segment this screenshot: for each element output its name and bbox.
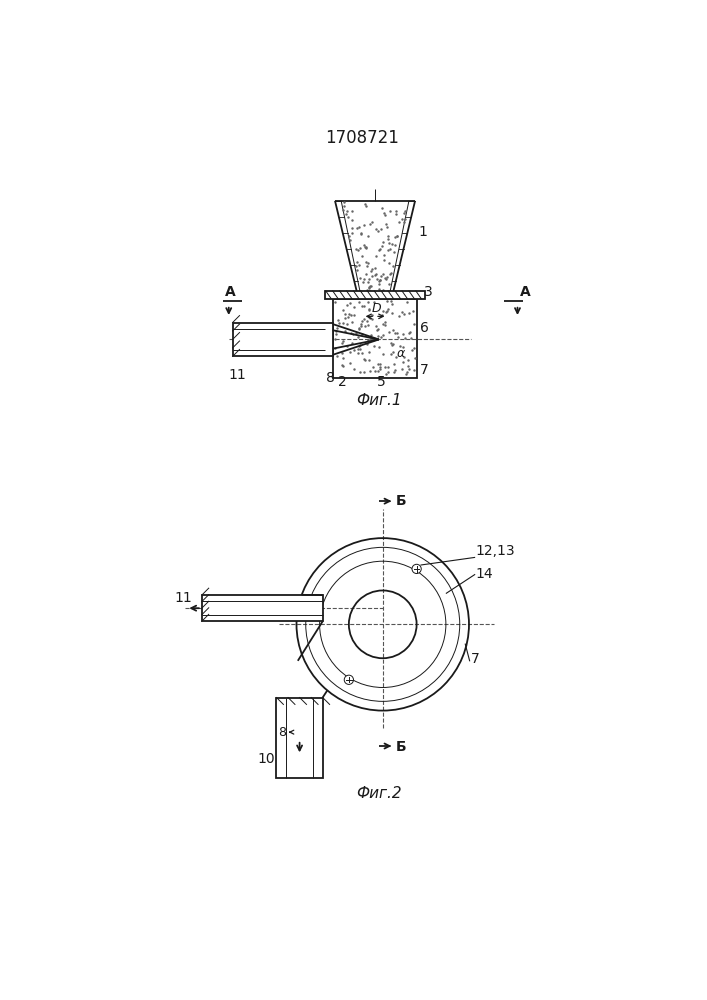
Text: A: A	[520, 285, 530, 299]
Bar	[325, 291, 425, 299]
Circle shape	[412, 564, 421, 574]
Bar	[333, 299, 417, 378]
Circle shape	[344, 675, 354, 684]
Text: 12,13: 12,13	[475, 544, 515, 558]
Text: 2: 2	[338, 375, 347, 389]
Bar	[276, 698, 322, 778]
Text: 11: 11	[175, 591, 192, 605]
Text: 8: 8	[326, 371, 334, 385]
Text: 5: 5	[378, 375, 386, 389]
Text: 8: 8	[278, 726, 286, 739]
Text: Фиг.2: Фиг.2	[356, 786, 402, 801]
Bar	[201, 595, 322, 621]
Text: 10: 10	[257, 752, 275, 766]
Text: 3: 3	[423, 285, 432, 299]
Text: Б: Б	[396, 740, 407, 754]
Text: D: D	[371, 302, 381, 316]
Text: 7: 7	[420, 363, 428, 377]
Text: Б: Б	[396, 494, 407, 508]
Bar	[233, 323, 333, 356]
Text: 7: 7	[472, 652, 480, 666]
Text: 14: 14	[475, 567, 493, 581]
Text: A: A	[225, 285, 235, 299]
Text: 1: 1	[419, 225, 428, 238]
Text: 11: 11	[229, 368, 247, 382]
Text: 6: 6	[420, 321, 428, 335]
Text: Фиг.1: Фиг.1	[356, 393, 402, 408]
Text: 1708721: 1708721	[325, 129, 399, 147]
Text: α: α	[397, 347, 405, 360]
